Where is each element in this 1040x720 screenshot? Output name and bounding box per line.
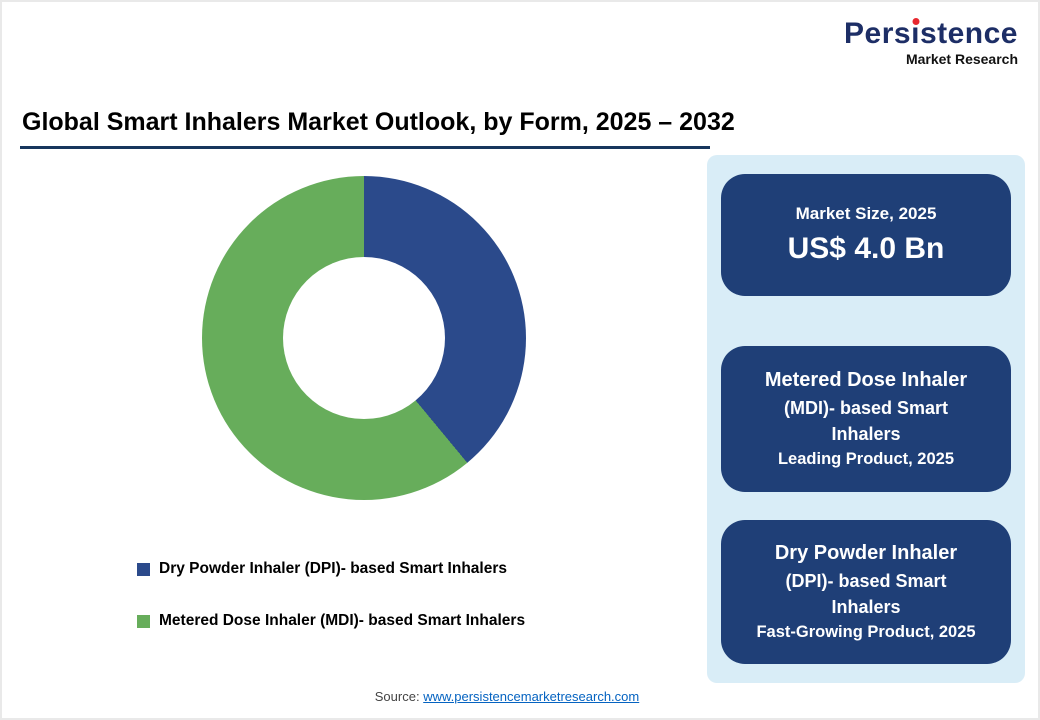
legend-color-swatch — [137, 562, 150, 576]
source-link[interactable]: www.persistencemarketresearch.com — [423, 689, 640, 704]
source-footer: Source: www.persistencemarketresearch.co… — [2, 689, 1012, 704]
market-size-value: US$ 4.0 Bn — [787, 232, 945, 265]
leading-product-line3: Inhalers — [831, 424, 901, 445]
chart-legend: Dry Powder Inhaler (DPI)- based Smart In… — [137, 560, 525, 664]
logo-i-red-dot: ı — [911, 17, 920, 50]
legend-color-swatch — [137, 614, 150, 628]
title-underline-rule — [20, 146, 710, 149]
legend-item-dpi: Dry Powder Inhaler (DPI)- based Smart In… — [137, 560, 525, 578]
highlight-panel: Market Size, 2025 US$ 4.0 Bn Metered Dos… — [707, 155, 1025, 683]
fast-growing-subtitle: Fast-Growing Product, 2025 — [756, 623, 976, 642]
legend-label-mdi: Metered Dose Inhaler (MDI)- based Smart … — [159, 612, 526, 629]
logo-word-pre: Pers — [844, 17, 912, 50]
legend-item-mdi: Metered Dose Inhaler (MDI)- based Smart … — [137, 612, 525, 630]
leading-product-title: Metered Dose Inhaler — [764, 369, 968, 392]
logo-word-post: stence — [919, 17, 1018, 50]
logo-wordmark: Persıstence — [844, 18, 1018, 50]
fast-growing-line2: (DPI)- based Smart — [785, 571, 947, 592]
market-size-label: Market Size, 2025 — [795, 204, 937, 223]
legend-label-dpi: Dry Powder Inhaler (DPI)- based Smart In… — [159, 560, 507, 577]
fast-growing-line3: Inhalers — [831, 597, 901, 618]
leading-product-line2: (MDI)- based Smart — [783, 398, 949, 419]
pmr-logo: Persıstence Market Research — [844, 18, 1018, 67]
fast-growing-title: Dry Powder Inhaler — [774, 542, 958, 565]
donut-hole — [283, 257, 445, 419]
donut-chart — [202, 176, 526, 500]
market-size-card: Market Size, 2025 US$ 4.0 Bn — [721, 174, 1011, 296]
fast-growing-product-card: Dry Powder Inhaler (DPI)- based Smart In… — [721, 520, 1011, 664]
leading-product-subtitle: Leading Product, 2025 — [777, 450, 955, 469]
logo-subtitle: Market Research — [905, 50, 1018, 67]
source-label: Source: — [374, 689, 420, 704]
page-title: Global Smart Inhalers Market Outlook, by… — [22, 108, 735, 136]
leading-product-card: Metered Dose Inhaler (MDI)- based Smart … — [721, 346, 1011, 492]
